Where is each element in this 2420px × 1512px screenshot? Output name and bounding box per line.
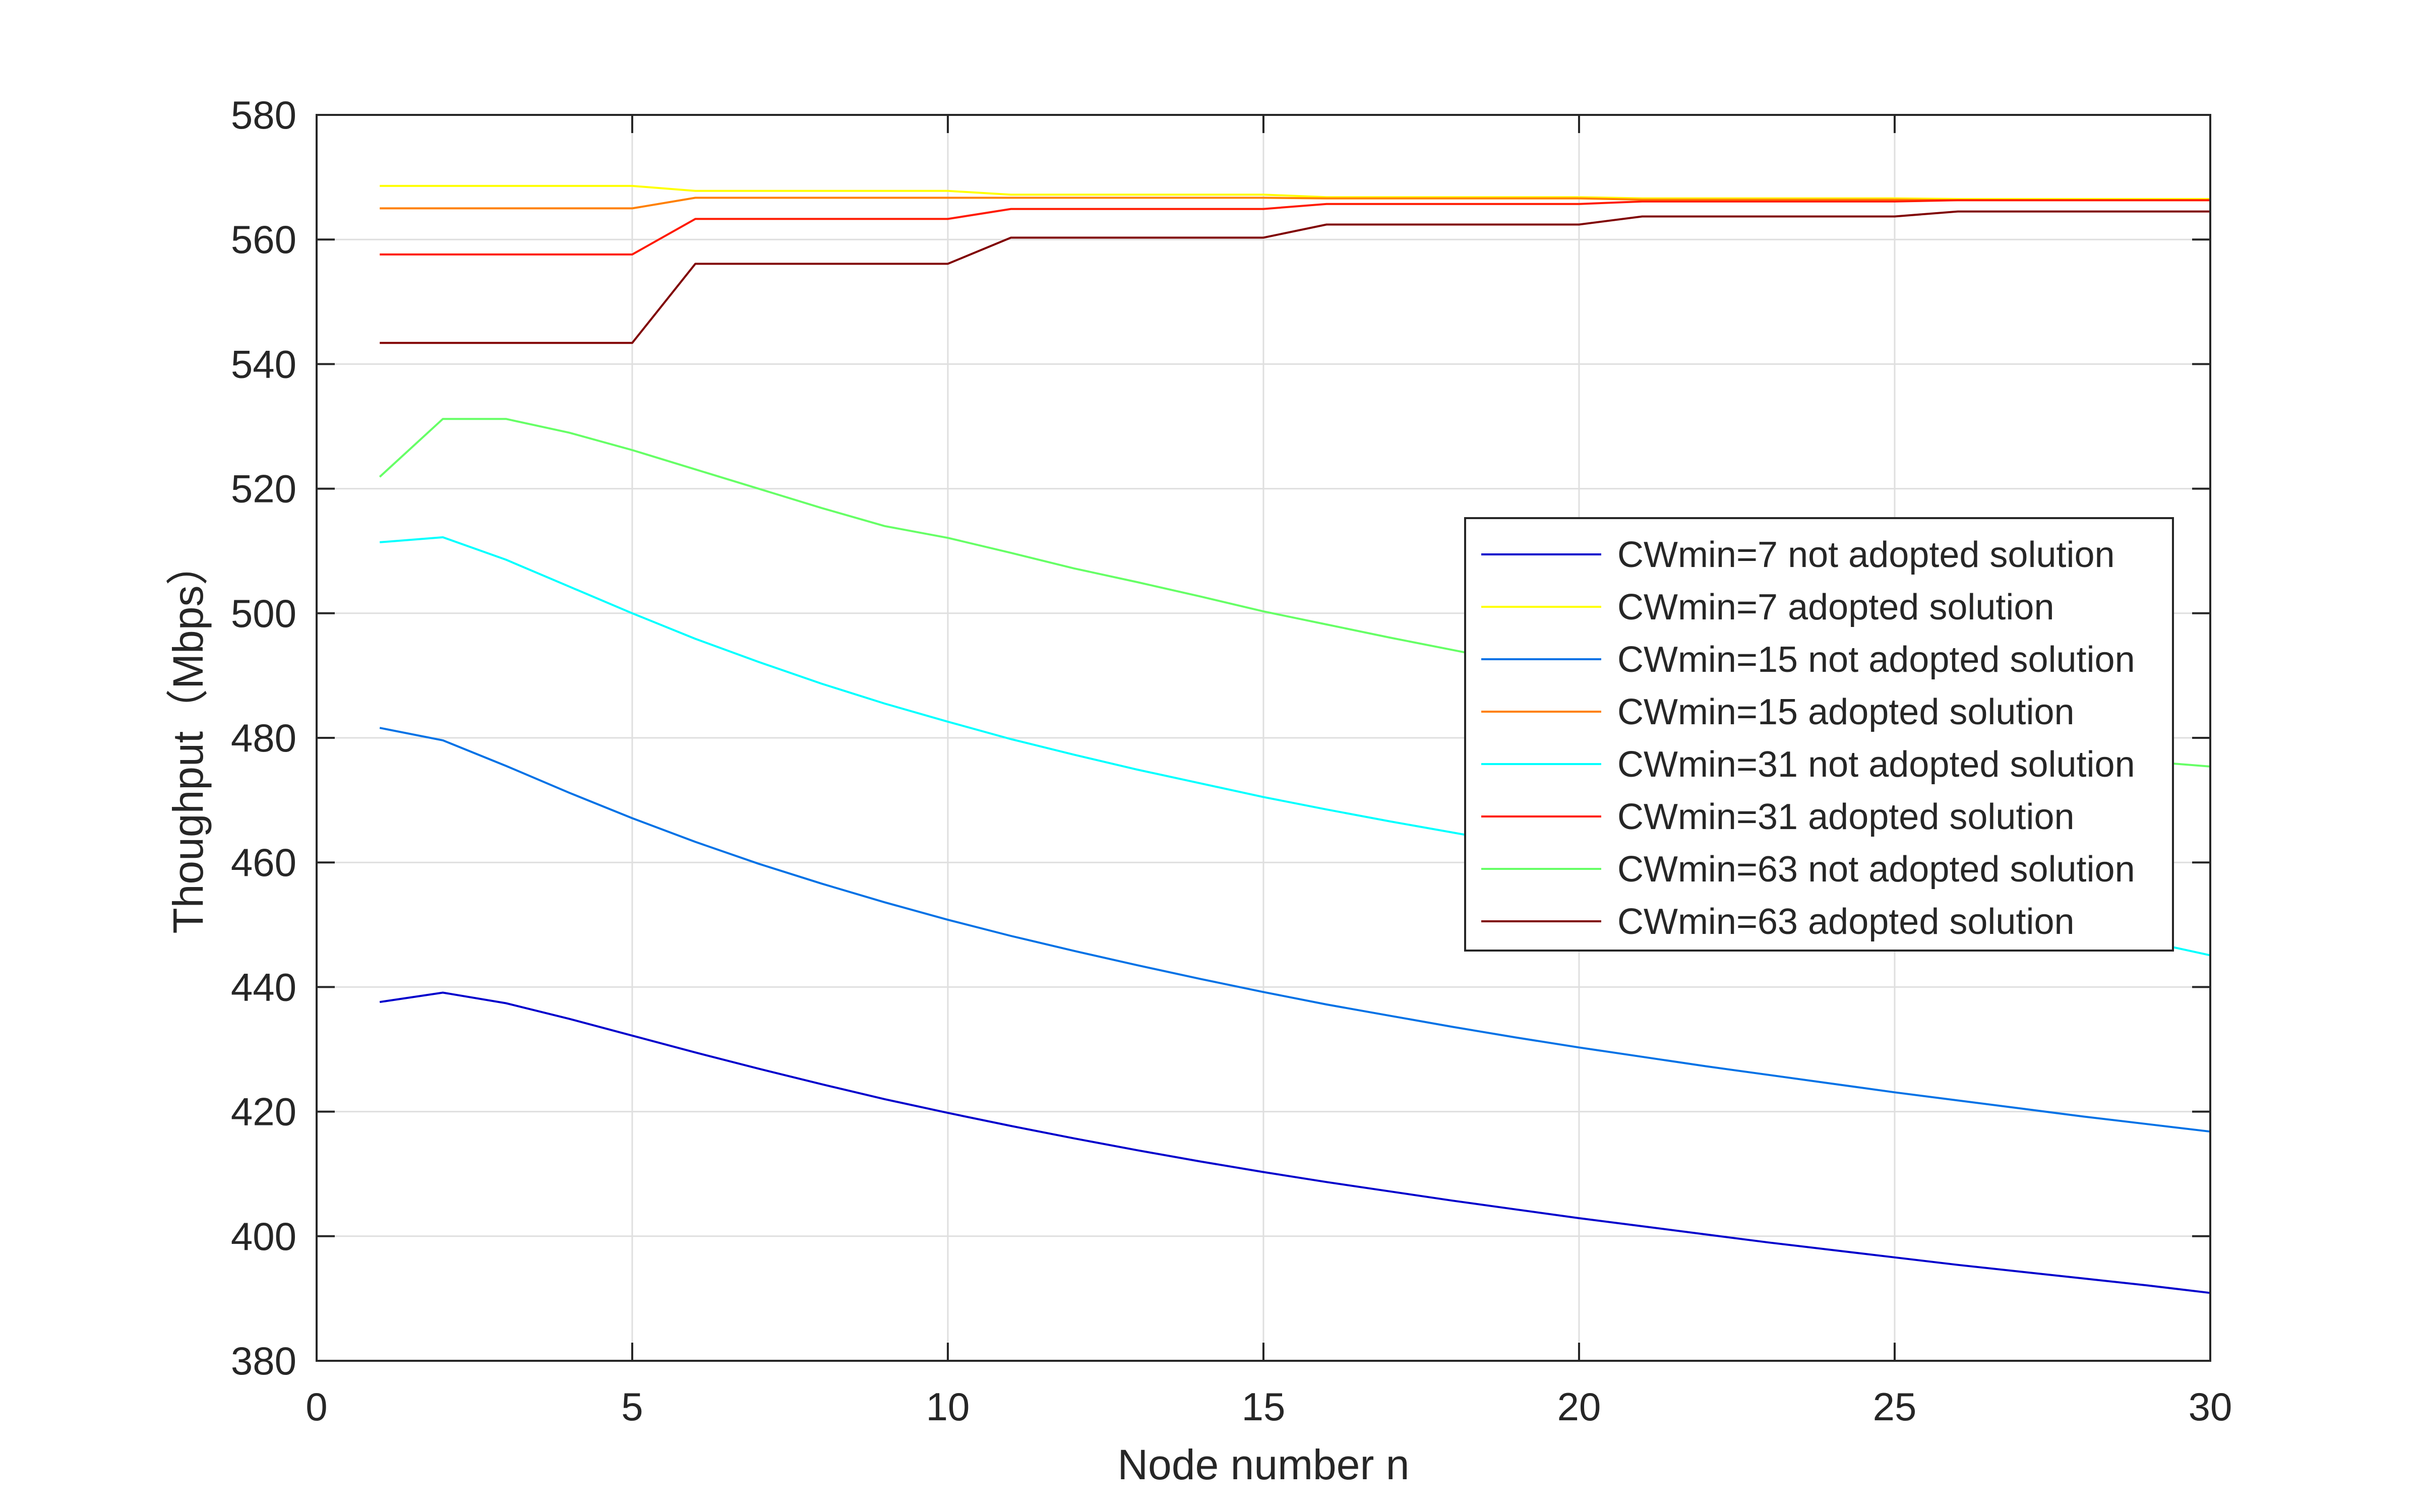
- legend-label: CWmin=15 not adopted solution: [1617, 640, 2135, 680]
- series-line: [380, 197, 2210, 210]
- legend-label: CWmin=63 not adopted solution: [1617, 849, 2135, 890]
- y-tick-label: 580: [231, 93, 296, 137]
- series-line: [380, 210, 2210, 344]
- y-tick-label: 520: [231, 467, 296, 511]
- legend-label: CWmin=7 adopted solution: [1617, 587, 2054, 627]
- series-line: [380, 199, 2210, 256]
- y-tick-label: 540: [231, 342, 296, 386]
- series-line: [379, 991, 2211, 1294]
- y-axis-label: Thoughput（Mbps）: [164, 543, 212, 933]
- y-tick-label: 420: [231, 1090, 296, 1134]
- axes: [316, 114, 2211, 1362]
- legend-label: CWmin=31 adopted solution: [1617, 797, 2075, 837]
- legend-label: CWmin=7 not adopted solution: [1617, 535, 2115, 575]
- y-tick-label: 460: [231, 840, 296, 885]
- tick-labels: 0 5 10 15 20 25 30 380 400 420 440 460 480 500 520 540 5…: [231, 93, 2232, 1429]
- y-tick-label: 380: [231, 1339, 296, 1383]
- x-tick-label: 25: [1873, 1384, 1917, 1429]
- x-axis-label: Node number n: [1117, 1441, 1409, 1488]
- x-tick-label: 5: [621, 1384, 643, 1429]
- plot-series: [379, 184, 2211, 1294]
- x-tick-label: 0: [306, 1384, 327, 1429]
- y-tick-label: 480: [231, 716, 296, 760]
- legend-label: CWmin=63 adopted solution: [1617, 902, 2075, 942]
- y-tick-label: 560: [231, 217, 296, 262]
- legend-box: [1464, 517, 2174, 952]
- x-tick-label: 15: [1242, 1384, 1286, 1429]
- y-tick-label: 440: [231, 965, 296, 1009]
- x-tick-label: 10: [926, 1384, 970, 1429]
- y-tick-label: 400: [231, 1214, 296, 1258]
- legend-label: CWmin=15 adopted solution: [1617, 692, 2075, 732]
- series-line: [380, 184, 2210, 200]
- legend-label: CWmin=31 not adopted solution: [1617, 744, 2135, 785]
- legend: CWmin=7 not adopted solution CWmin=7 adop…: [1464, 517, 2174, 952]
- x-tick-label: 20: [1557, 1384, 1601, 1429]
- y-tick-label: 500: [231, 591, 296, 636]
- series-line: [379, 727, 2211, 1133]
- x-tick-label: 30: [2189, 1384, 2232, 1429]
